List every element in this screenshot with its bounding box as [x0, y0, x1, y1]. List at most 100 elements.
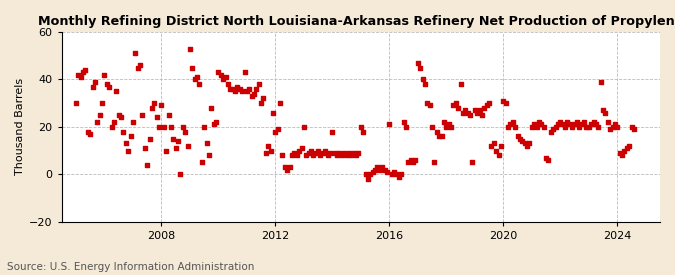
- Point: [125, 134, 136, 139]
- Point: [315, 153, 326, 158]
- Point: [272, 127, 283, 131]
- Point: [427, 125, 437, 129]
- Point: [602, 120, 613, 124]
- Point: [322, 153, 333, 158]
- Point: [331, 153, 342, 158]
- Point: [403, 160, 414, 165]
- Point: [109, 120, 119, 124]
- Point: [365, 172, 376, 177]
- Point: [194, 82, 205, 86]
- Point: [277, 153, 288, 158]
- Point: [170, 146, 181, 150]
- Point: [230, 89, 240, 94]
- Point: [156, 103, 167, 108]
- Point: [425, 103, 435, 108]
- Point: [97, 101, 107, 105]
- Point: [232, 84, 243, 89]
- Point: [467, 160, 478, 165]
- Point: [569, 122, 580, 127]
- Point: [415, 65, 426, 70]
- Point: [90, 79, 101, 84]
- Title: Monthly Refining District North Louisiana-Arkansas Refinery Net Production of Pr: Monthly Refining District North Louisian…: [38, 15, 675, 28]
- Point: [555, 120, 566, 124]
- Point: [619, 148, 630, 153]
- Point: [400, 125, 411, 129]
- Point: [104, 84, 115, 89]
- Point: [583, 125, 594, 129]
- Point: [398, 120, 409, 124]
- Point: [612, 125, 622, 129]
- Point: [161, 148, 171, 153]
- Point: [130, 51, 140, 56]
- Point: [282, 167, 293, 172]
- Point: [362, 177, 373, 181]
- Point: [614, 151, 625, 155]
- Point: [417, 77, 428, 82]
- Point: [477, 113, 487, 117]
- Point: [503, 125, 514, 129]
- Point: [512, 134, 523, 139]
- Point: [420, 82, 431, 86]
- Point: [375, 167, 385, 172]
- Point: [246, 94, 257, 98]
- Point: [562, 120, 573, 124]
- Point: [441, 125, 452, 129]
- Point: [353, 151, 364, 155]
- Point: [436, 134, 447, 139]
- Point: [491, 148, 502, 153]
- Point: [140, 146, 151, 150]
- Point: [524, 141, 535, 146]
- Point: [137, 113, 148, 117]
- Point: [120, 141, 131, 146]
- Point: [187, 65, 198, 70]
- Point: [261, 151, 271, 155]
- Point: [287, 153, 298, 158]
- Point: [578, 120, 589, 124]
- Point: [180, 129, 190, 134]
- Point: [151, 115, 162, 120]
- Point: [234, 87, 245, 91]
- Point: [339, 151, 350, 155]
- Point: [586, 122, 597, 127]
- Point: [206, 106, 217, 110]
- Point: [325, 151, 335, 155]
- Point: [553, 122, 564, 127]
- Point: [258, 96, 269, 101]
- Point: [118, 129, 129, 134]
- Point: [175, 172, 186, 177]
- Point: [486, 144, 497, 148]
- Point: [560, 125, 570, 129]
- Point: [211, 120, 221, 124]
- Point: [76, 75, 86, 79]
- Point: [78, 70, 88, 75]
- Point: [458, 110, 468, 115]
- Point: [320, 148, 331, 153]
- Point: [389, 170, 400, 174]
- Point: [493, 153, 504, 158]
- Point: [526, 125, 537, 129]
- Point: [605, 127, 616, 131]
- Point: [460, 108, 470, 112]
- Point: [508, 120, 518, 124]
- Point: [292, 153, 302, 158]
- Point: [82, 129, 93, 134]
- Point: [239, 70, 250, 75]
- Point: [123, 148, 134, 153]
- Point: [541, 155, 551, 160]
- Point: [481, 103, 492, 108]
- Point: [453, 106, 464, 110]
- Y-axis label: Thousand Barrels: Thousand Barrels: [15, 78, 25, 175]
- Point: [536, 122, 547, 127]
- Point: [198, 125, 209, 129]
- Point: [99, 72, 110, 77]
- Point: [128, 120, 138, 124]
- Point: [159, 125, 169, 129]
- Point: [80, 68, 91, 72]
- Point: [144, 136, 155, 141]
- Point: [146, 106, 157, 110]
- Point: [377, 165, 387, 169]
- Point: [134, 63, 145, 67]
- Point: [462, 110, 473, 115]
- Point: [115, 115, 126, 120]
- Point: [154, 125, 165, 129]
